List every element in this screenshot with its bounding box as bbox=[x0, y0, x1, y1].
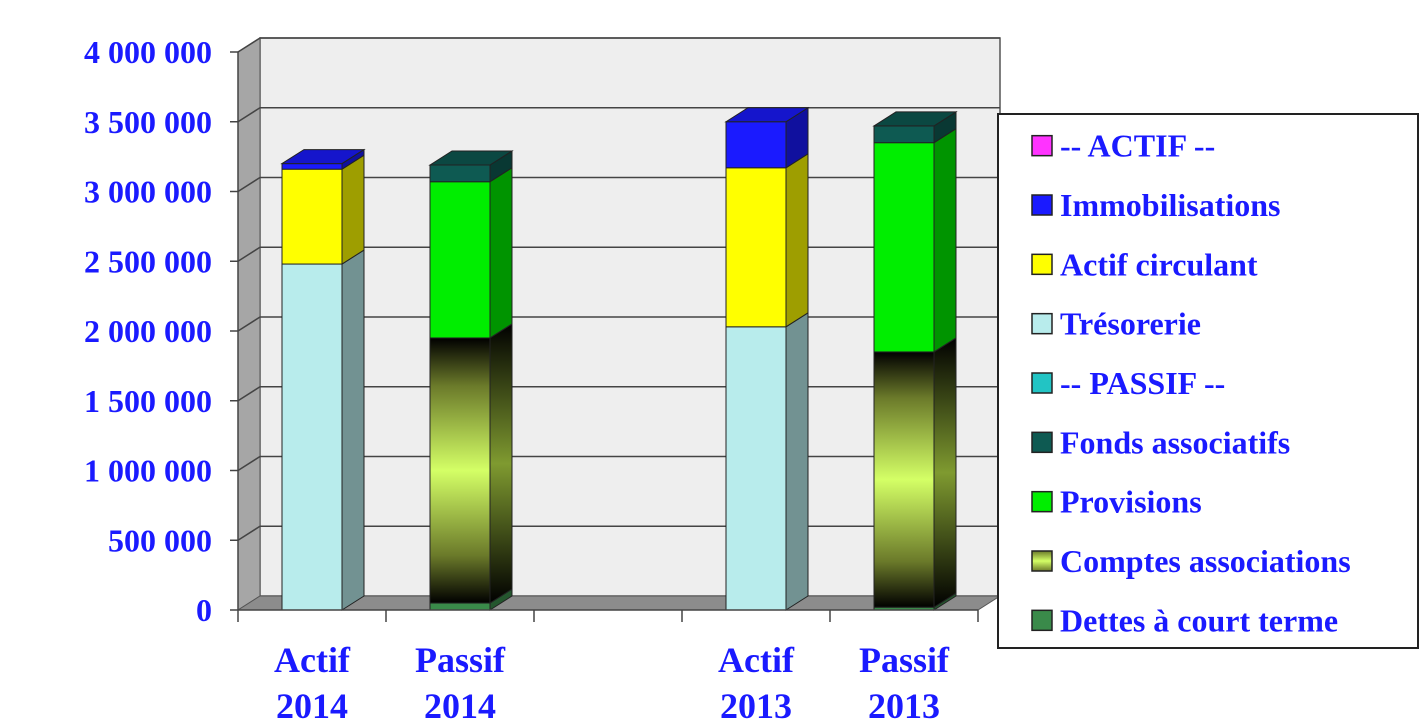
legend-swatch bbox=[1031, 253, 1053, 276]
legend-label: Fonds associatifs bbox=[1060, 424, 1290, 460]
bar-side bbox=[489, 166, 513, 339]
legend-label: -- PASSIF -- bbox=[1060, 365, 1225, 401]
bar-segment bbox=[429, 337, 491, 604]
bar-segment bbox=[281, 163, 343, 170]
legend-swatch bbox=[1031, 609, 1053, 632]
bar-top bbox=[428, 150, 514, 166]
bar-side bbox=[341, 249, 365, 611]
legend-label: Provisions bbox=[1060, 484, 1202, 520]
legend-label: Immobilisations bbox=[1060, 187, 1280, 223]
legend-label: Trésorerie bbox=[1060, 306, 1201, 342]
bar-top bbox=[724, 107, 810, 123]
legend-label: Dettes à court terme bbox=[1060, 602, 1338, 638]
legend-swatch bbox=[1031, 194, 1053, 216]
y-axis: 0 500 000 1 000 000 1 500 000 2 000 000 2 500… bbox=[84, 34, 239, 628]
y-tick-label: 1 500 000 bbox=[84, 383, 212, 419]
y-tick-label: 0 bbox=[196, 592, 212, 628]
legend-swatch bbox=[1031, 134, 1053, 157]
grid-line bbox=[237, 37, 1000, 53]
bar-side bbox=[341, 154, 365, 265]
bar-segment bbox=[873, 351, 935, 608]
bar-side bbox=[933, 337, 957, 609]
legend-box bbox=[997, 113, 1419, 649]
y-tick-label: 1 000 000 bbox=[84, 453, 212, 489]
bars bbox=[280, 106, 958, 611]
y-tick-label: 3 500 000 bbox=[84, 104, 212, 140]
legend-swatch bbox=[1031, 550, 1053, 572]
y-tick-label: 4 000 000 bbox=[84, 34, 212, 70]
bar-segment bbox=[281, 168, 343, 265]
bar-segment bbox=[725, 121, 787, 169]
x-axis: Actif 2014 Passif 2014 Actif 2013 Passif 2013 bbox=[237, 609, 979, 724]
bar-segment bbox=[429, 181, 491, 339]
bar-segment bbox=[725, 326, 787, 611]
bar-side bbox=[489, 323, 513, 604]
legend-swatch bbox=[1031, 431, 1053, 454]
bar-side bbox=[785, 311, 809, 611]
legend-swatch bbox=[1031, 490, 1053, 513]
bar-segment bbox=[873, 142, 935, 353]
bar-segment bbox=[429, 164, 491, 183]
bar-top bbox=[872, 111, 958, 127]
bar-segment bbox=[725, 167, 787, 328]
legend-label: -- ACTIF -- bbox=[1060, 128, 1215, 164]
bar-segment bbox=[281, 263, 343, 611]
x-category-label: 2014 bbox=[424, 686, 496, 724]
y-tick-label: 500 000 bbox=[108, 522, 212, 558]
y-tick-label: 2 500 000 bbox=[84, 243, 212, 279]
bar-side bbox=[785, 152, 809, 328]
x-category-label: Actif bbox=[718, 640, 795, 680]
legend-label: Actif circulant bbox=[1060, 246, 1258, 282]
legend-label: Comptes associations bbox=[1060, 543, 1351, 579]
bar-segment bbox=[873, 125, 935, 144]
y-tick-label: 3 000 000 bbox=[84, 174, 212, 210]
bar-segment bbox=[429, 602, 491, 611]
x-category-label: Passif bbox=[859, 640, 950, 680]
bar-side bbox=[933, 127, 957, 353]
x-category-label: 2013 bbox=[720, 686, 792, 724]
x-category-label: Actif bbox=[274, 640, 351, 680]
x-category-label: Passif bbox=[415, 640, 506, 680]
legend-swatch bbox=[1031, 372, 1053, 394]
x-category-label: 2014 bbox=[276, 686, 348, 724]
y-tick-label: 2 000 000 bbox=[84, 313, 212, 349]
legend-swatch bbox=[1031, 312, 1053, 335]
legend: -- ACTIF -- Immobilisations Actif circulan… bbox=[997, 113, 1419, 649]
x-category-label: 2013 bbox=[868, 686, 940, 724]
bar-top bbox=[280, 149, 366, 165]
